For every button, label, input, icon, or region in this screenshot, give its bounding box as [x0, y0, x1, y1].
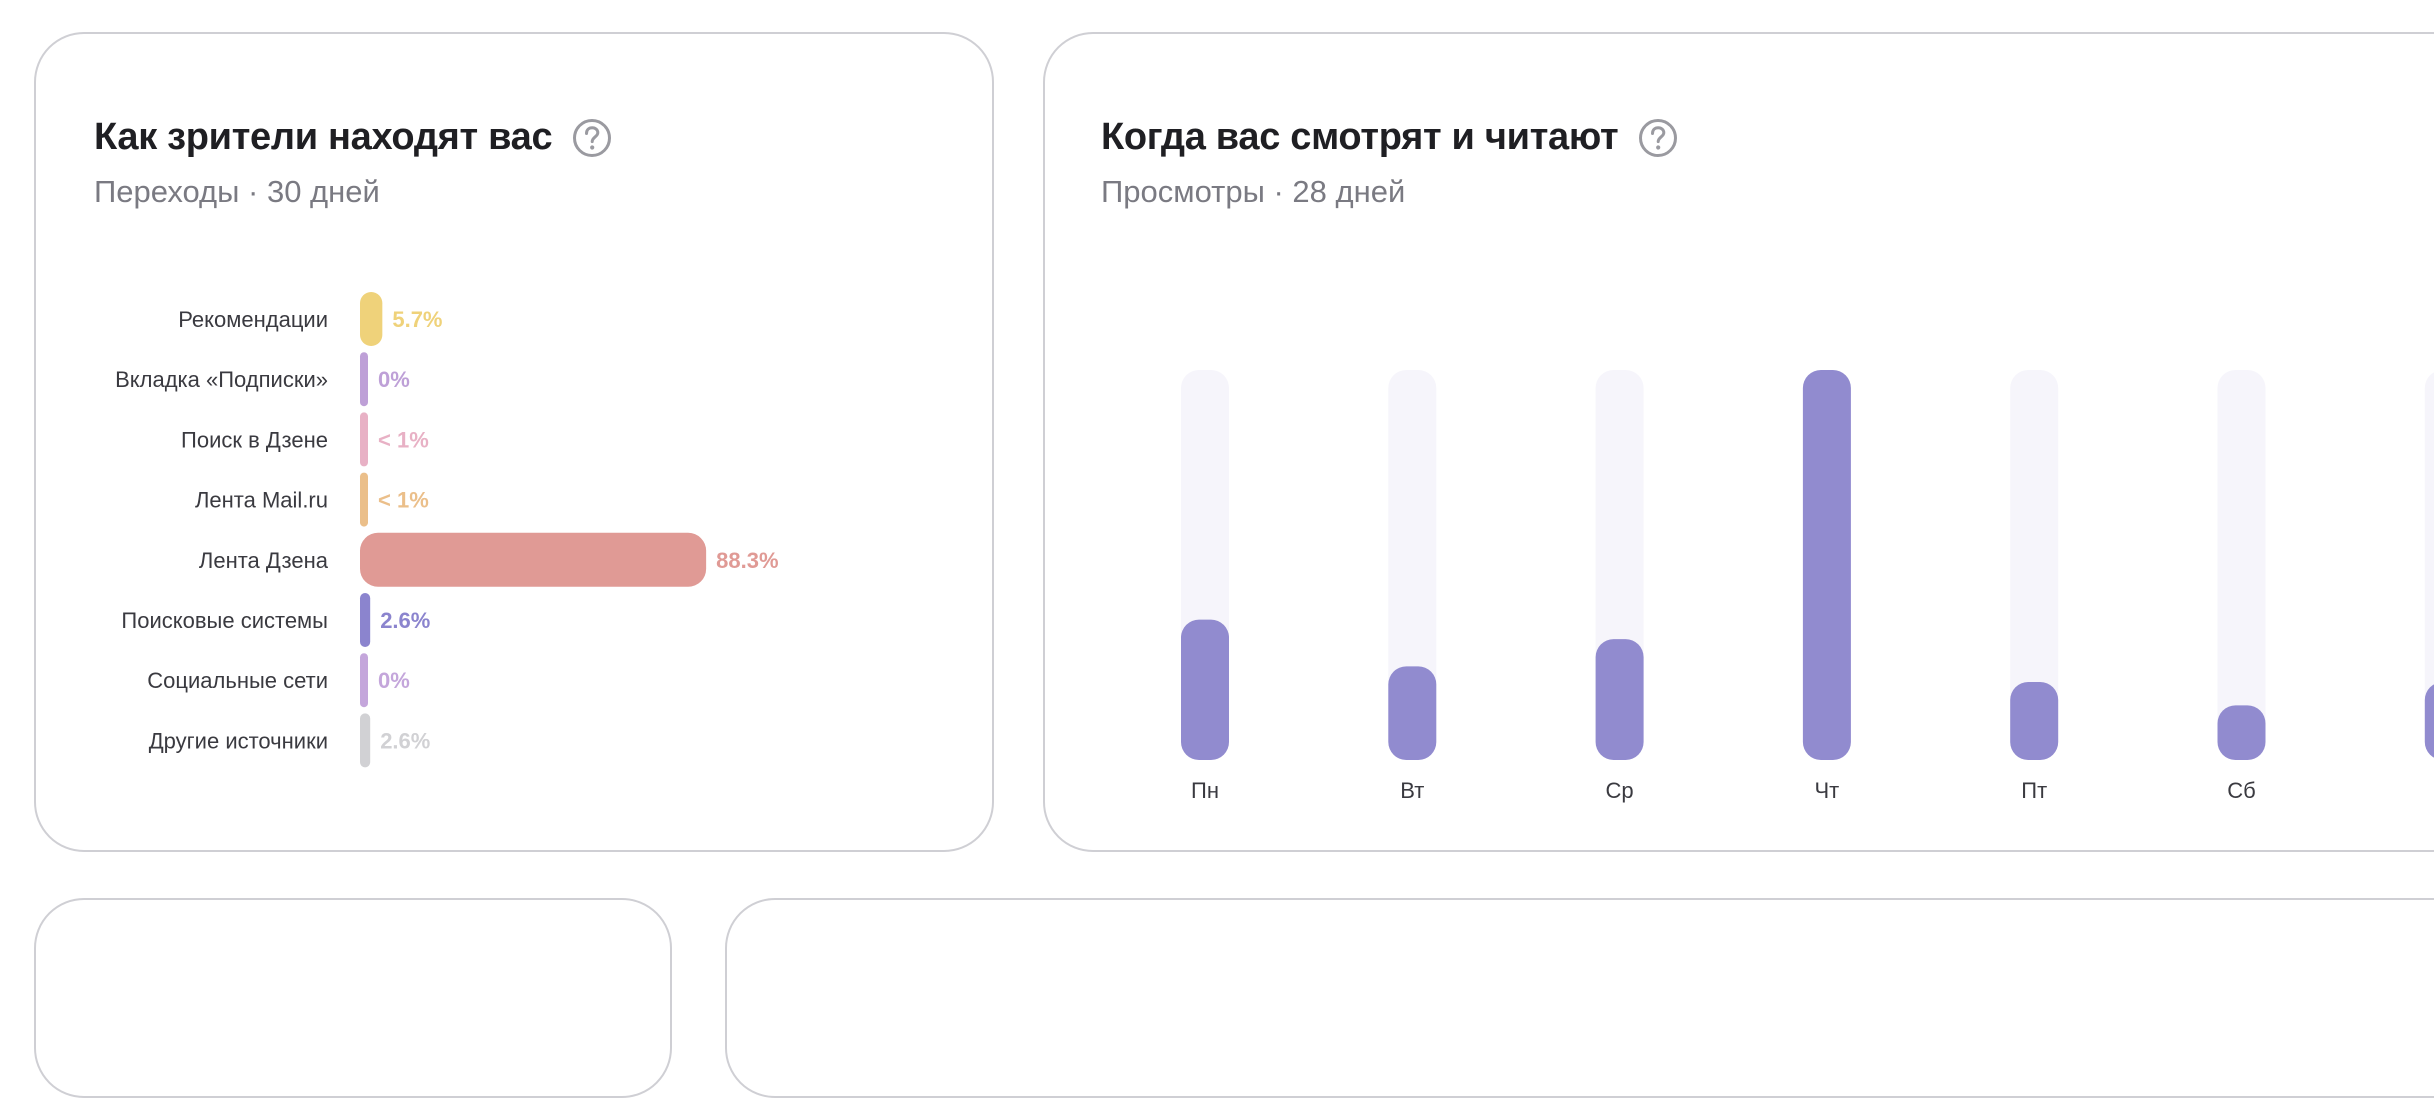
category-label: Поиск в Дзене [181, 427, 328, 452]
traffic-card-title: Как зрители находят вас [94, 116, 553, 158]
day-label: Чт [1815, 778, 1840, 803]
value-label: 5.7% [392, 307, 442, 332]
traffic-sources-chart: Рекомендации 5.7% Вкладка «Подписки» 0% Поис… [115, 292, 779, 768]
value-label: 88.3% [716, 548, 778, 573]
bottom-right-card [725, 898, 2434, 1098]
category-label: Социальные сети [147, 668, 328, 693]
bar-track [2010, 370, 2059, 760]
source-bar [360, 412, 368, 467]
day-label: Пт [2021, 778, 2047, 803]
source-bar [360, 532, 707, 587]
source-bar [360, 292, 383, 346]
day-bar [1388, 666, 1437, 760]
traffic-sources-card: Как зрители находят вас Переходы · 30 дн… [34, 32, 994, 852]
question-circle-icon[interactable] [1638, 118, 1678, 158]
question-circle-icon[interactable] [572, 118, 612, 158]
day-label: Вт [1400, 778, 1424, 803]
category-label: Лента Mail.ru [195, 488, 328, 513]
category-label: Лента Дзена [199, 548, 329, 573]
bar-track [1388, 370, 1437, 760]
source-bar [360, 472, 368, 527]
value-label: 2.6% [380, 608, 430, 633]
day-bar [1181, 619, 1229, 760]
traffic-card-subtitle: Переходы · 30 дней [94, 174, 380, 209]
bar-track [2217, 370, 2266, 760]
category-label: Поисковые системы [121, 608, 328, 633]
source-bar [360, 653, 368, 708]
value-label: < 1% [378, 427, 429, 452]
source-bar [360, 352, 368, 407]
bottom-left-card [34, 898, 672, 1098]
day-bar [1802, 370, 1851, 760]
source-bar [360, 593, 371, 647]
day-bar [2010, 682, 2059, 760]
weekday-card-title: Когда вас смотрят и читают [1101, 116, 1619, 158]
weekday-card-subtitle: Просмотры · 28 дней [1101, 174, 1406, 209]
weekday-views-card: Когда вас смотрят и читают Просмотры · 2… [1043, 32, 2434, 852]
value-label: 0% [378, 367, 410, 392]
day-label: Ср [1606, 778, 1634, 803]
category-label: Другие источники [149, 728, 328, 753]
value-label: 0% [378, 668, 410, 693]
day-bar [2424, 684, 2434, 758]
day-bar [1595, 639, 1644, 760]
day-bar [2217, 705, 2266, 760]
category-label: Вкладка «Подписки» [115, 367, 328, 392]
category-label: Рекомендации [178, 307, 328, 332]
source-bar [360, 713, 371, 768]
value-label: 2.6% [380, 728, 430, 753]
day-label: Сб [2227, 778, 2256, 803]
day-label: Пн [1191, 778, 1219, 803]
value-label: < 1% [378, 488, 429, 513]
weekday-views-chart: ПнВтСрЧтПтСбВс [1181, 370, 2434, 803]
traffic-title-row: Как зрители находят вас [94, 116, 612, 159]
bar-track [2424, 372, 2434, 758]
weekday-title-row: Когда вас смотрят и читают [1101, 116, 1678, 159]
